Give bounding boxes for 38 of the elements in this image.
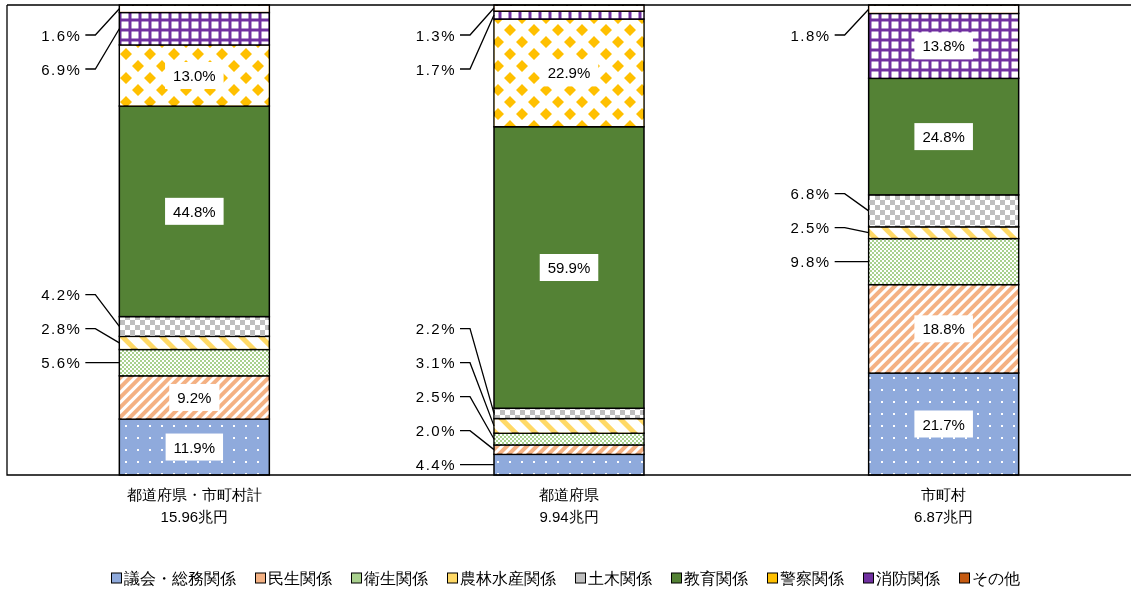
data-label: 6.8%	[790, 185, 831, 203]
legend-label: 民生関係	[267, 570, 332, 587]
data-label: 2.5%	[790, 219, 831, 237]
data-label: 9.2%	[177, 388, 212, 406]
data-label: 21.7%	[922, 415, 965, 433]
data-label: 2.5%	[415, 388, 456, 406]
x-tick-label: 都道府県 9.94兆円	[539, 486, 599, 525]
legend-label: 消防関係	[875, 570, 940, 587]
data-label: 1.6%	[41, 26, 82, 44]
legend-label: その他	[971, 570, 1020, 587]
legend-label: 教育関係	[683, 570, 748, 587]
data-label: 1.7%	[415, 60, 456, 78]
x-tick-label: 都道府県・市町村計 15.96兆円	[126, 486, 262, 525]
data-label: 22.9%	[547, 64, 591, 82]
data-label: 44.8%	[173, 202, 216, 220]
data-label: 18.8%	[922, 320, 965, 338]
data-label: 2.0%	[415, 422, 456, 440]
data-label: 6.9%	[41, 60, 82, 78]
data-label: 1.3%	[415, 26, 456, 44]
data-label: 1.8%	[790, 26, 831, 44]
data-label: 13.0%	[173, 67, 216, 84]
data-label: 13.8%	[922, 37, 965, 55]
legend-label: 警察関係	[779, 570, 844, 587]
data-label: 4.4%	[415, 456, 456, 474]
data-label: 59.9%	[547, 258, 591, 276]
legend-label: 議会・総務関係	[123, 570, 236, 587]
data-label: 9.8%	[790, 253, 831, 271]
legend-label: 農林水産関係	[459, 570, 556, 587]
data-label: 5.6%	[41, 354, 82, 372]
data-label: 2.2%	[415, 320, 456, 338]
legend-label: 衛生関係	[363, 570, 428, 587]
x-tick-label: 市町村 6.87兆円	[914, 486, 974, 525]
data-label: 2.8%	[41, 320, 82, 338]
data-label: 3.1%	[415, 354, 456, 372]
data-label: 24.8%	[922, 128, 965, 146]
legend-label: 土木関係	[587, 570, 652, 587]
data-label: 11.9%	[173, 438, 216, 456]
data-label: 4.2%	[41, 286, 82, 304]
